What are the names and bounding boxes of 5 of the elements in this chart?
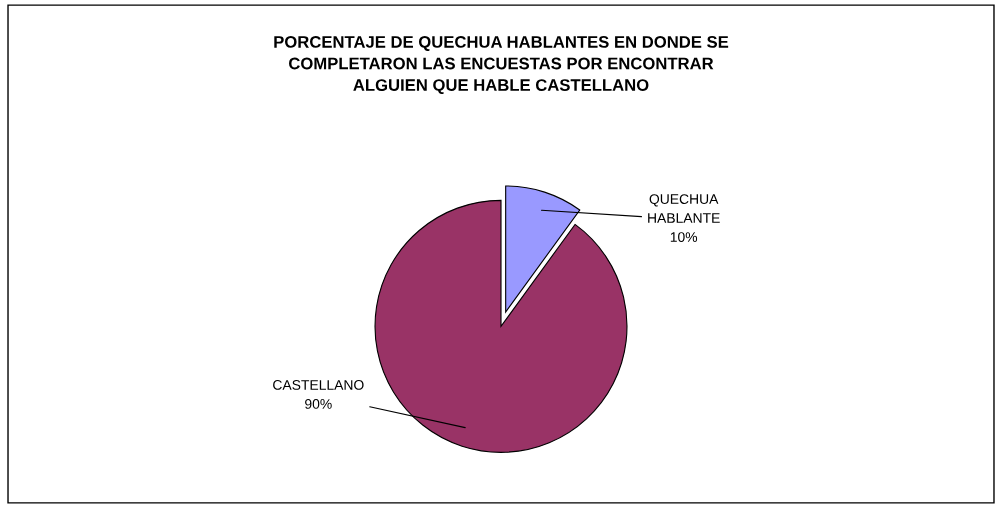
chart-title: PORCENTAJE DE QUECHUA HABLANTES EN DONDE SE COMPLETARON LAS ENCUESTAS POR ENCONTRAR ALGUIEN QUE HABLE CASTELLANO [274,36,729,95]
data-label: 90% [305,399,332,409]
slice-label: QUECHUA HABLANTE [648,194,720,223]
slice-label: CASTELLANO [273,380,364,390]
data-label: 10% [670,232,698,242]
